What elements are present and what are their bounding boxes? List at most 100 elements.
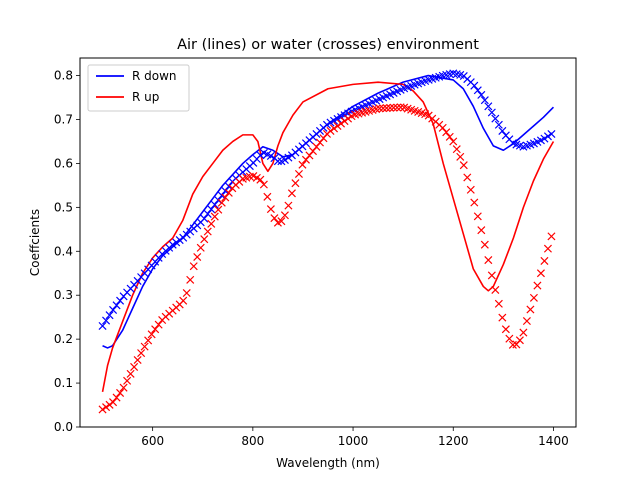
cross-marker: [333, 121, 342, 131]
cross-marker: [477, 90, 486, 99]
cross-marker: [379, 104, 388, 113]
cross-marker: [287, 189, 296, 198]
cross-marker: [280, 155, 289, 164]
cross-marker: [473, 212, 482, 221]
cross-marker: [98, 405, 107, 414]
cross-marker: [473, 86, 482, 95]
cross-marker: [449, 137, 458, 146]
cross-marker: [540, 134, 549, 143]
x-tick-label: 1400: [538, 434, 569, 448]
cross-marker: [536, 269, 545, 278]
cross-marker: [329, 124, 339, 133]
y-tick-label: 0.5: [54, 200, 73, 214]
cross-marker: [491, 285, 500, 294]
cross-marker: [256, 175, 265, 184]
y-tick-label: 0.2: [54, 332, 73, 346]
cross-marker: [102, 403, 111, 412]
cross-marker: [280, 211, 289, 220]
cross-marker: [466, 185, 475, 194]
cross-marker: [529, 293, 538, 302]
cross-marker: [273, 157, 282, 166]
cross-marker: [168, 240, 177, 249]
cross-marker: [491, 114, 500, 123]
cross-marker: [147, 330, 156, 339]
cross-marker: [344, 114, 353, 123]
cross-marker: [484, 256, 493, 265]
series-line-r-down: [102, 74, 555, 349]
cross-marker: [522, 316, 531, 326]
cross-marker: [463, 173, 472, 182]
cross-marker: [452, 145, 461, 154]
cross-marker: [526, 305, 535, 314]
cross-marker: [175, 236, 184, 245]
cross-marker: [224, 188, 233, 197]
cross-marker: [284, 153, 293, 162]
cross-marker: [480, 240, 489, 249]
cross-marker: [487, 271, 496, 280]
cross-marker: [547, 129, 556, 139]
x-tick-label: 1200: [438, 434, 469, 448]
cross-marker: [137, 349, 146, 358]
cross-marker: [210, 200, 219, 209]
cross-marker: [98, 321, 107, 330]
cross-marker: [203, 209, 212, 218]
cross-marker: [186, 275, 195, 284]
cross-marker: [515, 336, 524, 345]
cross-marker: [547, 232, 556, 241]
cross-marker: [505, 334, 514, 343]
x-tick-label: 800: [241, 434, 264, 448]
axis-ticks: 600 800 1000 1200 1400 0.0 0.1 0.2 0.3 0.4 0.5 0.6 0…: [54, 69, 569, 448]
series-markers-r-up-water: [98, 103, 556, 414]
cross-marker: [445, 132, 454, 141]
cross-marker: [533, 281, 542, 290]
legend-label-r-up: R up: [132, 90, 159, 104]
cross-marker: [140, 342, 149, 351]
cross-marker: [210, 212, 219, 221]
cross-marker: [116, 296, 125, 305]
cross-marker: [105, 400, 114, 409]
cross-marker: [144, 336, 153, 345]
x-axis-title: Wavelength (nm): [276, 456, 380, 470]
cross-marker: [277, 217, 286, 226]
cross-marker: [459, 161, 468, 170]
cross-marker: [116, 388, 125, 397]
cross-marker: [179, 296, 188, 305]
cross-marker: [172, 238, 181, 247]
cross-marker: [543, 244, 552, 253]
cross-marker: [105, 311, 114, 320]
y-tick-label: 0.7: [54, 113, 73, 127]
cross-marker: [396, 103, 405, 112]
cross-marker: [203, 227, 212, 236]
y-tick-label: 0.6: [54, 156, 73, 170]
cross-marker: [442, 128, 451, 137]
cross-marker: [294, 169, 303, 178]
cross-marker: [291, 179, 300, 188]
cross-marker: [259, 180, 268, 189]
cross-marker: [151, 325, 160, 334]
cross-marker: [382, 104, 391, 113]
chart-title: Air (lines) or water (crosses) environme…: [177, 37, 479, 53]
x-tick-label: 600: [141, 434, 164, 448]
cross-marker: [270, 214, 279, 223]
cross-marker: [193, 252, 202, 262]
y-axis-title: Coeffcients: [28, 209, 42, 276]
cross-marker: [200, 214, 209, 223]
y-tick-label: 0.0: [54, 420, 73, 434]
cross-marker: [154, 320, 163, 329]
cross-marker: [389, 103, 398, 112]
cross-marker: [456, 152, 465, 161]
cross-marker: [119, 383, 128, 392]
cross-marker: [484, 102, 493, 111]
cross-marker: [543, 132, 552, 141]
legend: R down R up: [87, 64, 190, 112]
cross-marker: [340, 117, 349, 126]
cross-marker: [109, 305, 118, 314]
y-tick-label: 0.3: [54, 288, 73, 302]
cross-marker: [540, 256, 549, 265]
cross-marker: [494, 120, 503, 129]
cross-marker: [102, 316, 111, 325]
cross-marker: [266, 151, 275, 160]
cross-marker: [298, 160, 307, 169]
cross-marker: [498, 313, 507, 322]
